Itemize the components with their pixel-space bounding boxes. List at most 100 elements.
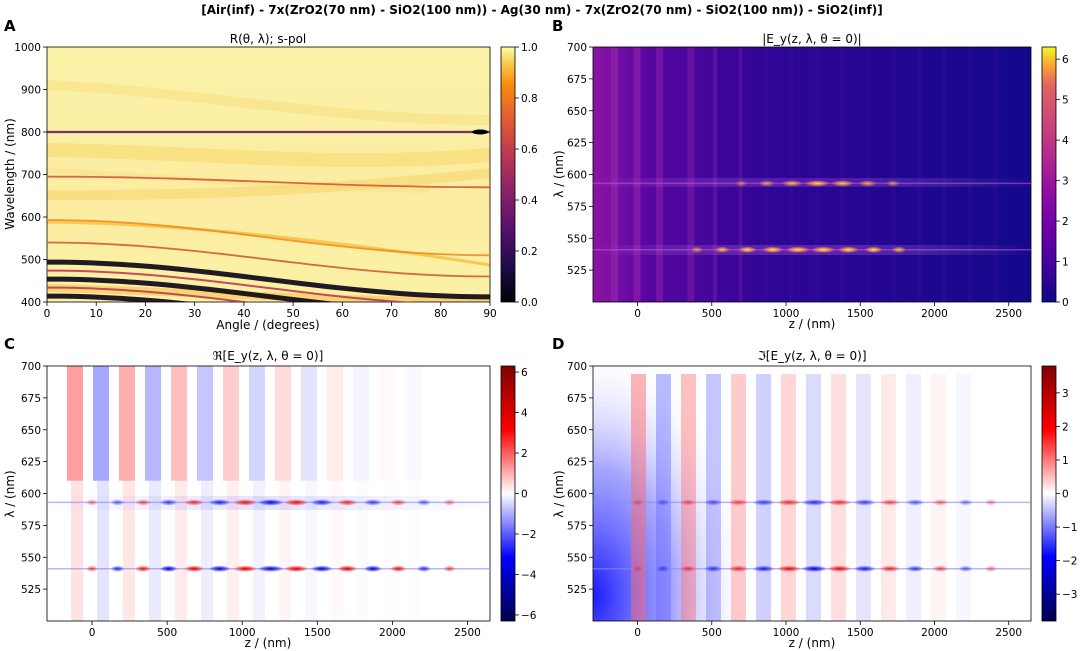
resonance-spot (704, 499, 723, 506)
field-stripe (405, 366, 421, 481)
panel-b-xlabel: z / (nm) (789, 317, 836, 331)
colorbar-tick-label: 1.0 (521, 42, 538, 54)
x-tick-label: 1500 (304, 627, 331, 639)
colorbar-tick-label: −2 (1062, 556, 1077, 568)
layer-stripe (891, 47, 896, 302)
colorbar-tick-label: 3 (1062, 176, 1069, 188)
x-tick-label: 2500 (454, 627, 481, 639)
layer-stripe (866, 47, 870, 302)
resonance-spot (655, 565, 670, 572)
field-stripe (279, 480, 291, 621)
y-tick-label: 700 (567, 361, 587, 373)
figure-title: [Air(inf) - 7x(ZrO2(70 nm) - SiO2(100 nm… (201, 3, 882, 17)
y-tick-label: 525 (567, 584, 587, 596)
y-tick-label: 400 (21, 297, 41, 309)
x-tick-label: 2000 (379, 627, 406, 639)
field-stripe (223, 366, 239, 481)
resonance-spot (879, 565, 901, 572)
resonance-spot (932, 565, 949, 572)
resonance-spot (310, 565, 333, 572)
y-tick-label: 900 (21, 85, 41, 97)
panel-d-heatmap (593, 366, 1031, 621)
resonance-spot (337, 499, 358, 506)
resonance-spot (680, 565, 697, 572)
resonance-spot (785, 246, 811, 253)
field-stripe (145, 366, 161, 481)
x-tick-label: 500 (702, 308, 722, 320)
x-tick-label: 500 (157, 627, 177, 639)
y-tick-label: 600 (21, 489, 41, 501)
panel-c: C ℜ[E_y(z, λ, θ = 0)] 0 500 1000 1500 2000 25… (3, 335, 537, 650)
resonance-spot (363, 499, 382, 506)
x-tick-label: 40 (237, 308, 250, 320)
layer-stripe (815, 47, 819, 302)
x-tick-label: 20 (139, 308, 152, 320)
field-stripe (97, 480, 109, 621)
colorbar-tick-label: 2 (1062, 216, 1069, 228)
resonance-spot (184, 565, 205, 572)
x-tick-label: 1000 (773, 308, 800, 320)
field-stripe (956, 374, 971, 621)
resonance-spot (208, 499, 231, 506)
resonance-spot (159, 565, 178, 572)
panel-letter-a: A (4, 17, 16, 35)
resonance-spot (416, 499, 432, 506)
x-tick-label: 80 (434, 308, 447, 320)
resonance-spot (159, 499, 178, 506)
colorbar-tick-label: 4 (1062, 135, 1069, 147)
resonance-spot (416, 565, 432, 572)
panel-c-title: ℜ[E_y(z, λ, θ = 0)] (213, 349, 324, 363)
colorbar-tick-label: 0.6 (521, 144, 538, 156)
y-tick-label: 575 (567, 520, 587, 532)
resonance-spot (704, 565, 723, 572)
resonance-spot (864, 246, 883, 253)
resonance-spot (932, 499, 949, 506)
y-tick-label: 700 (567, 42, 587, 54)
x-tick-label: 1000 (229, 627, 256, 639)
field-stripe (706, 374, 721, 621)
reflectance-dip-minimum (472, 129, 489, 135)
y-tick-label: 1000 (14, 42, 41, 54)
colorbar-tick-label: 0 (1062, 489, 1069, 501)
resonance-spot (837, 246, 859, 253)
panel-b-heatmap (593, 47, 1031, 302)
panel-d-xlabel: z / (nm) (789, 636, 836, 650)
field-stripe (806, 374, 821, 621)
resonance-spot (752, 499, 775, 506)
panel-c-xlabel: z / (nm) (245, 636, 292, 650)
panel-b-title: |E_y(z, λ, θ = 0)| (762, 32, 861, 46)
panel-c-features (47, 499, 490, 572)
colorbar-tick-label: −2 (521, 529, 536, 541)
x-tick-label: 1500 (847, 308, 874, 320)
resonance-spot (257, 499, 284, 506)
low-reflectance-band (47, 269, 415, 302)
layer-stripe (993, 47, 998, 302)
colorbar-tick-label: 1 (1062, 455, 1069, 467)
x-tick-label: 0 (89, 627, 96, 639)
y-tick-label: 800 (21, 127, 41, 139)
panel-b: B |E_y(z, λ, θ = 0)| 0 500 1000 1500 2000 250… (552, 17, 1069, 331)
y-tick-label: 550 (21, 552, 41, 564)
y-tick-label: 575 (21, 520, 41, 532)
x-tick-label: 2000 (921, 627, 948, 639)
field-stripe (681, 374, 696, 621)
resonance-spot (284, 565, 309, 572)
panel-c-heatmap (47, 366, 490, 621)
resonance-spot (631, 565, 644, 572)
y-tick-label: 500 (21, 255, 41, 267)
resonance-spot (284, 499, 309, 506)
x-tick-label: 2500 (995, 308, 1022, 320)
resonance-spot (827, 565, 852, 572)
x-tick-label: 2500 (995, 627, 1022, 639)
field-stripe (301, 366, 317, 481)
resonance-spot (86, 499, 99, 506)
panel-b-features (593, 180, 1031, 253)
panel-d: D ℑ[E_y(z, λ, θ = 0)] 0 500 1000 1500 2000 25… (552, 335, 1077, 650)
x-tick-label: 500 (702, 627, 722, 639)
resonance-spot (390, 565, 407, 572)
layer-stripe (764, 47, 768, 302)
x-tick-label: 2000 (921, 308, 948, 320)
y-tick-label: 625 (567, 457, 587, 469)
colorbar-tick-label: 0.2 (521, 246, 538, 258)
colorbar-tick-label: −3 (1062, 589, 1077, 601)
